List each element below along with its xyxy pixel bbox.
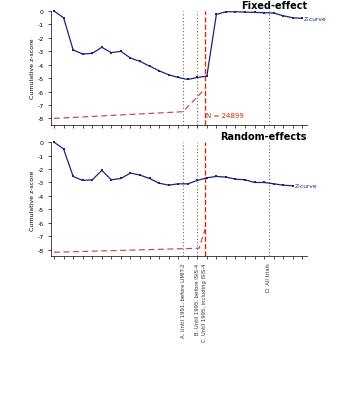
Text: A. Until 1991, before LIMIT-2: A. Until 1991, before LIMIT-2 — [180, 263, 185, 337]
Text: D. All trials: D. All trials — [267, 263, 271, 292]
Text: B. Until 1995, before ISIS-4: B. Until 1995, before ISIS-4 — [195, 263, 200, 334]
Text: Random-effects: Random-effects — [221, 132, 307, 142]
Y-axis label: Cumulative z-score: Cumulative z-score — [30, 39, 35, 99]
Text: C. Until 1995, including ISIS-4: C. Until 1995, including ISIS-4 — [202, 263, 208, 341]
Text: Z-curve: Z-curve — [304, 17, 327, 22]
Text: N = 24899: N = 24899 — [207, 113, 244, 119]
Text: Z-curve: Z-curve — [295, 184, 317, 189]
Y-axis label: Cumulative z-score: Cumulative z-score — [30, 170, 35, 230]
Text: Fixed-effect: Fixed-effect — [241, 1, 307, 11]
